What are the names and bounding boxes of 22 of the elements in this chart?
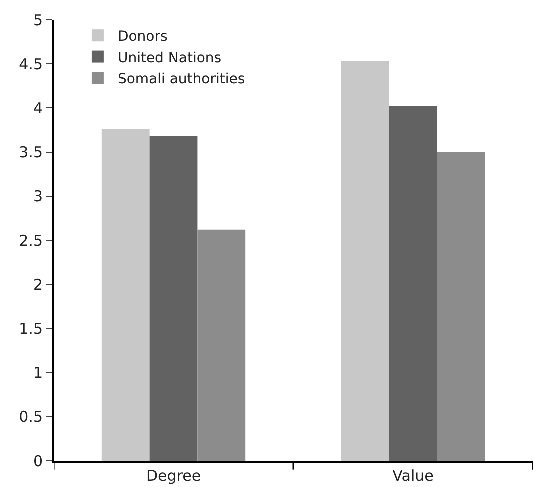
bar [198, 230, 246, 461]
x-tick-label: Degree [146, 467, 202, 485]
bar [437, 152, 486, 461]
y-tick-label: 0 [33, 452, 43, 470]
y-tick-label: 4 [33, 99, 43, 118]
y-tick-label: 2 [33, 276, 43, 294]
legend-label: Somali authorities [118, 71, 246, 88]
legend-label: Donors [118, 29, 168, 46]
y-tick-label: 3 [33, 188, 43, 206]
bar [102, 129, 150, 461]
legend-label: United Nations [118, 50, 222, 66]
y-tick-label: 1.5 [19, 320, 43, 338]
y-tick-label: 3.5 [19, 144, 43, 162]
bar [150, 136, 198, 461]
y-tick-label: 4.5 [19, 55, 43, 74]
x-tick-label: Value [392, 467, 434, 485]
y-tick-label: 2.5 [19, 232, 43, 250]
bar [389, 106, 438, 461]
y-tick-label: 5 [33, 11, 43, 30]
bar [341, 61, 390, 461]
y-tick-label: 1 [33, 364, 43, 382]
y-tick-label: 0.5 [19, 408, 43, 426]
